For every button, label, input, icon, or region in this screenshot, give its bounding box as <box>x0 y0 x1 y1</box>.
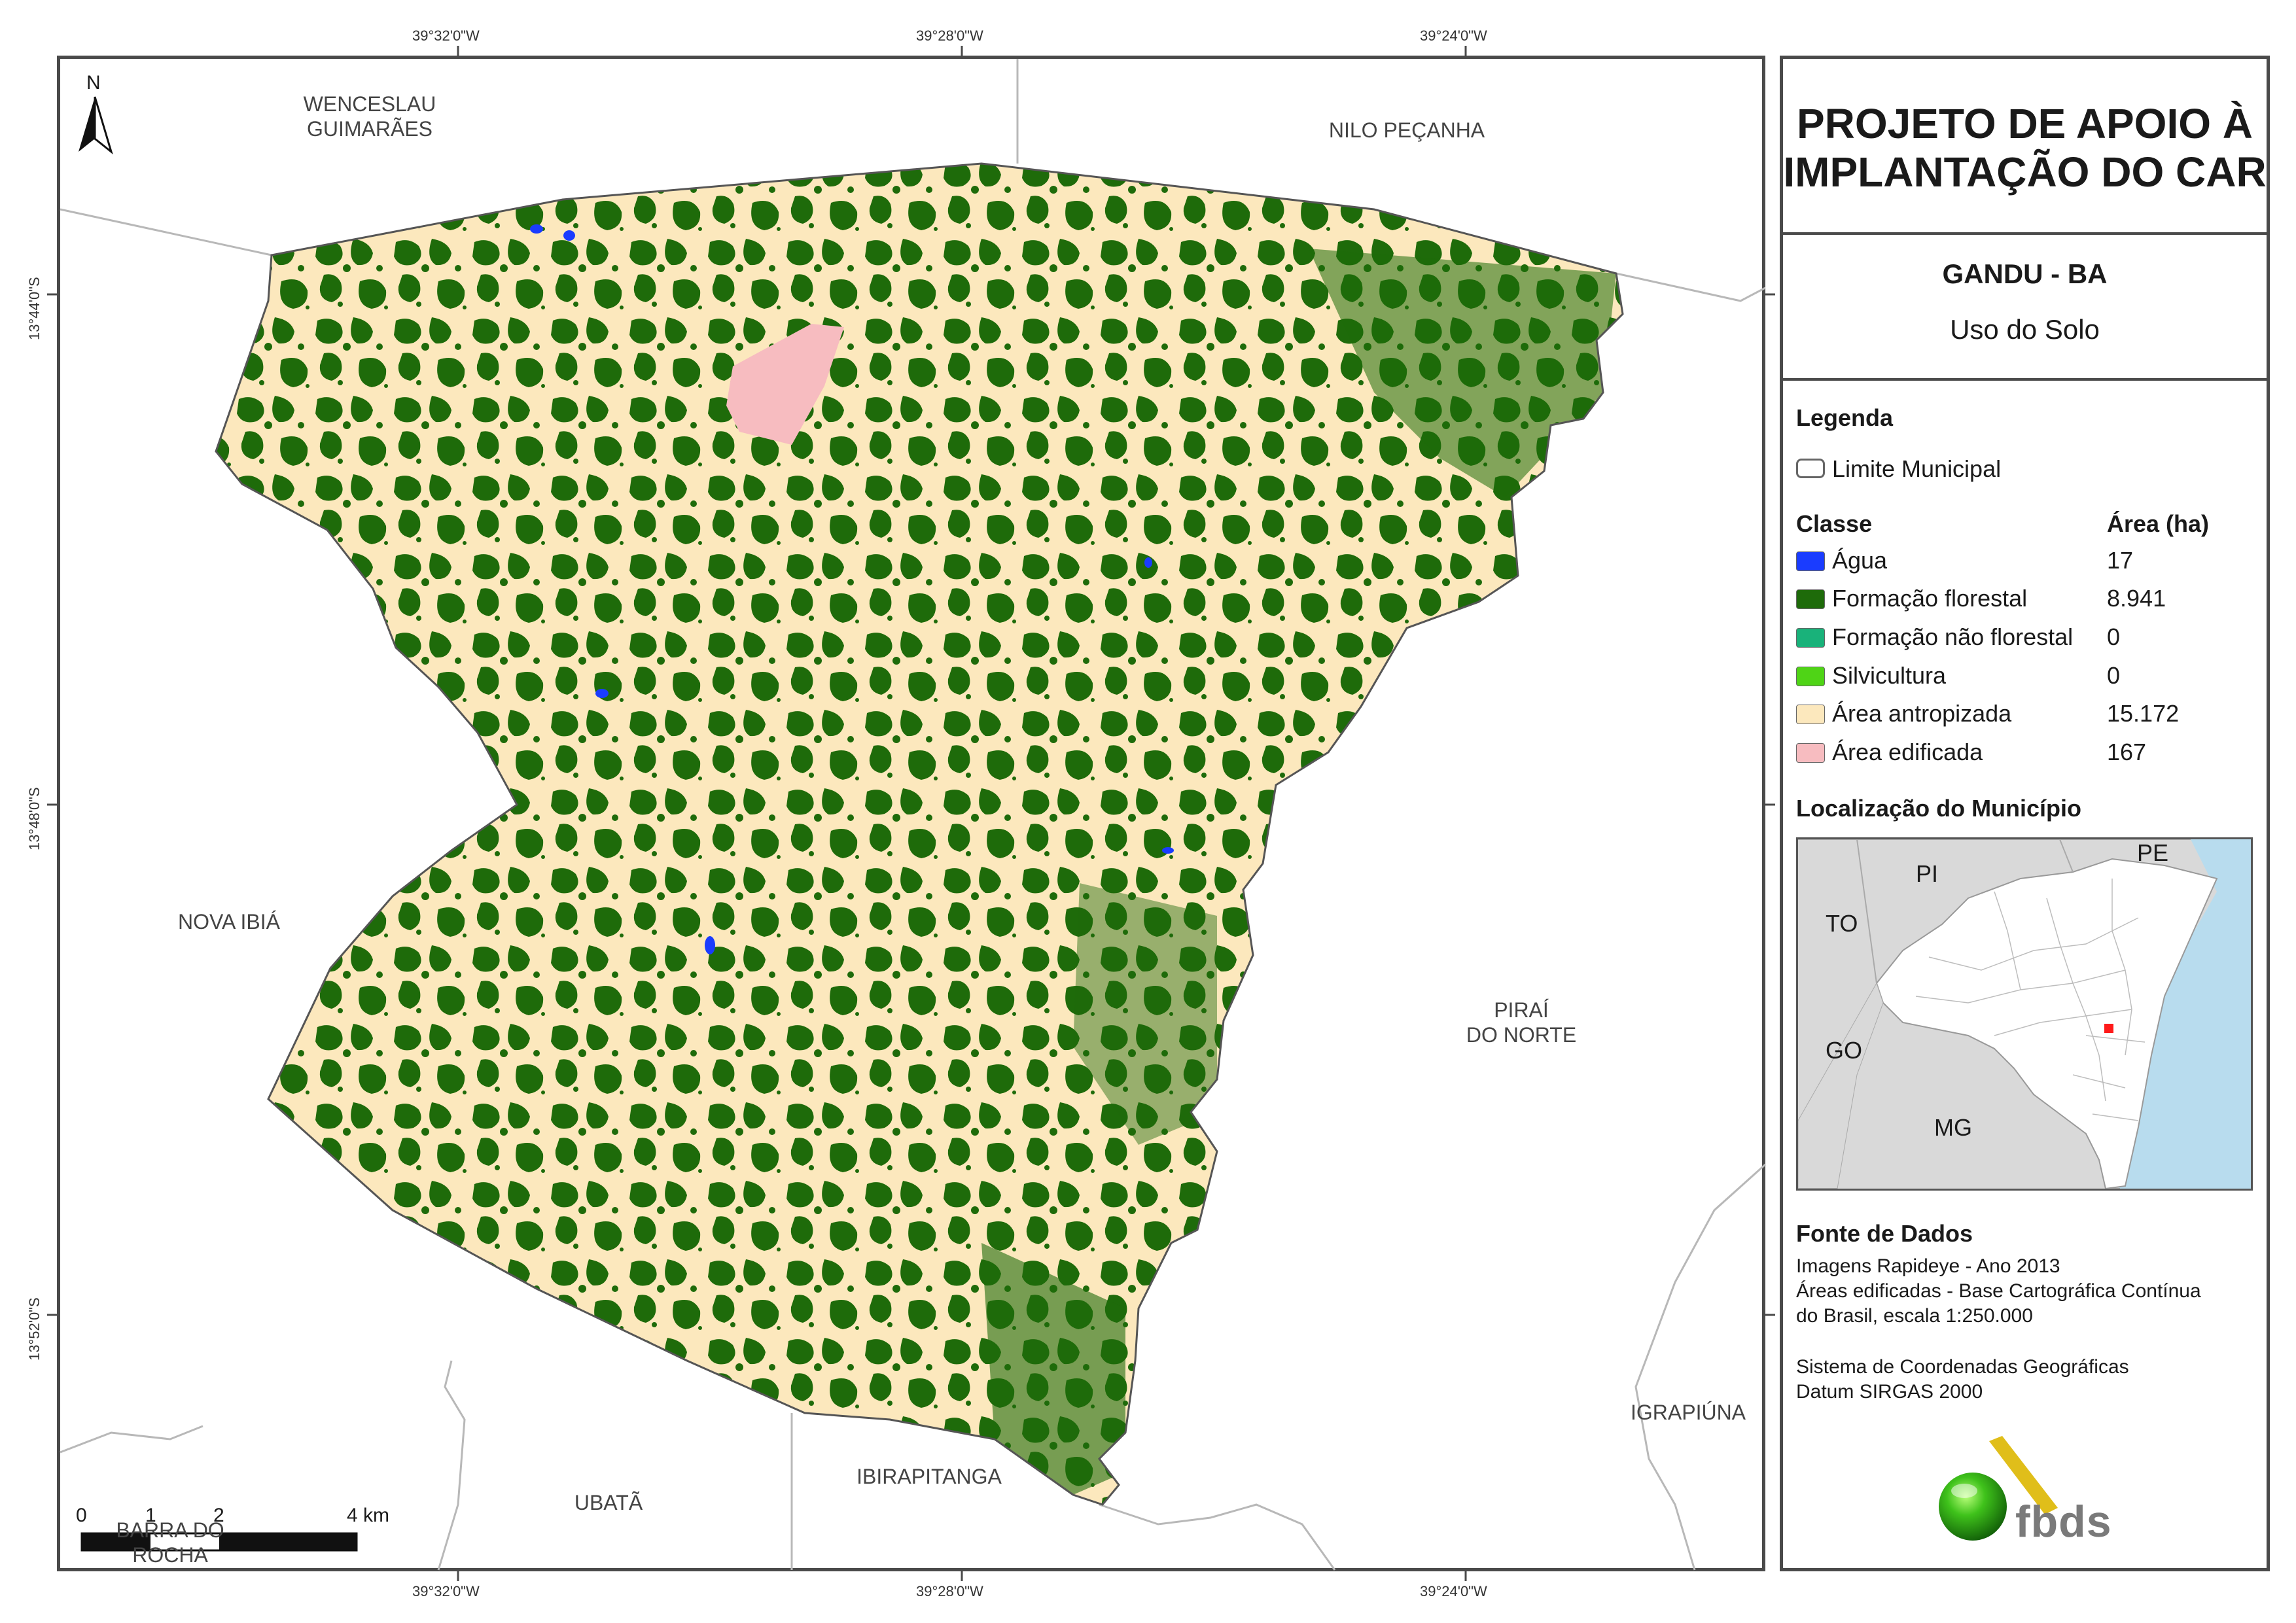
built-area-swatch <box>1796 743 1825 763</box>
fbds-logo: fbds <box>1937 1436 2127 1554</box>
lon-label-top-2: 39°28'0"W <box>916 27 983 44</box>
neighbor-nova-ibia: NOVA IBIÁ <box>178 910 280 934</box>
source-line-5: Sistema de Coordenadas Geográficas <box>1796 1356 2129 1378</box>
state-label-pe: PE <box>2137 839 2169 866</box>
municipality-location-marker <box>2104 1024 2113 1033</box>
lat-label-1: 13°44'0"S <box>26 277 43 340</box>
boundary-swatch <box>1796 459 1825 478</box>
source-line-6: Datum SIRGAS 2000 <box>1796 1381 1983 1403</box>
neighbor-ubata: UBATÃ <box>574 1491 643 1514</box>
class-label-silviculture: Silvicultura <box>1832 662 1947 689</box>
scale-tick-0: 0 <box>76 1505 87 1526</box>
forest-swatch <box>1796 589 1825 609</box>
neighbor-barra: BARRA DO ROCHA <box>116 1518 224 1567</box>
lon-label-bottom-2: 39°28'0"W <box>916 1583 983 1599</box>
class-label-forest: Formação florestal <box>1832 585 2028 612</box>
state-label-pi: PI <box>1916 860 1939 887</box>
legend-heading: Legenda <box>1796 404 1894 431</box>
source-line-3: do Brasil, escala 1:250.000 <box>1796 1305 2033 1327</box>
scale-tick-4: 4 km <box>347 1505 390 1526</box>
state-label-to: TO <box>1826 910 1858 937</box>
source-line-1: Imagens Rapideye - Ano 2013 <box>1796 1255 2060 1277</box>
neighbor-igrapiuna: IGRAPIÚNA <box>1630 1401 1746 1424</box>
class-header: Classe <box>1796 510 1873 537</box>
class-area-non-forest: 0 <box>2107 623 2121 650</box>
class-label-anthropized: Área antropizada <box>1832 700 2012 727</box>
neighbor-ibirapitanga: IBIRAPITANGA <box>857 1465 1002 1488</box>
scale-tick-1: 1 <box>145 1505 156 1526</box>
class-area-water: 17 <box>2107 547 2134 574</box>
locator-map: PI PE TO GO MG <box>1796 837 2253 1191</box>
panel-divider-2 <box>1780 378 2270 381</box>
class-label-built-area: Área edificada <box>1832 739 1983 765</box>
state-label-go: GO <box>1826 1037 1863 1064</box>
lon-label-bottom-3: 39°24'0"W <box>1420 1583 1487 1599</box>
north-label: N <box>86 72 101 94</box>
class-area-built-area: 167 <box>2107 739 2147 765</box>
neighbor-boundaries <box>60 59 1767 1571</box>
map-frame <box>57 56 1765 1571</box>
lat-label-3: 13°52'0"S <box>26 1297 43 1361</box>
neighbor-nilo: NILO PEÇANHA <box>1328 118 1485 142</box>
silviculture-swatch <box>1796 667 1825 686</box>
neighbor-wenceslau: WENCESLAU GUIMARÃES <box>303 92 436 141</box>
lon-label-top-1: 39°32'0"W <box>412 27 480 44</box>
class-label-non-forest: Formação não florestal <box>1832 623 2074 650</box>
location-heading: Localização do Município <box>1796 795 2082 822</box>
area-header: Área (ha) <box>2107 510 2210 537</box>
project-title: PROJETO DE APOIO À IMPLANTAÇÃO DO CAR <box>1783 100 2267 196</box>
state-label-mg: MG <box>1934 1114 1972 1141</box>
neighbor-pirai: PIRAÍ DO NORTE <box>1466 998 1577 1047</box>
scale-tick-2: 2 <box>213 1505 224 1526</box>
panel-divider-1 <box>1780 232 2270 235</box>
municipality-title: GANDU - BA <box>1942 258 2108 289</box>
class-area-forest: 8.941 <box>2107 585 2166 612</box>
lon-label-top-3: 39°24'0"W <box>1420 27 1487 44</box>
class-label-water: Água <box>1832 547 1888 574</box>
lon-label-bottom-1: 39°32'0"W <box>412 1583 480 1599</box>
logo-text: fbds <box>2015 1497 2112 1546</box>
non-forest-swatch <box>1796 628 1825 648</box>
source-heading: Fonte de Dados <box>1796 1220 1973 1247</box>
north-arrow-icon <box>79 96 113 155</box>
anthropized-swatch <box>1796 705 1825 724</box>
scale-bar <box>80 1532 358 1552</box>
municipal-boundary <box>215 162 1624 1506</box>
class-area-silviculture: 0 <box>2107 662 2121 689</box>
source-line-2: Áreas edificadas - Base Cartográfica Con… <box>1796 1280 2201 1302</box>
class-area-anthropized: 15.172 <box>2107 700 2180 727</box>
urban-area <box>726 324 844 445</box>
water-swatch <box>1796 551 1825 571</box>
lat-label-2: 13°48'0"S <box>26 787 43 850</box>
panel-frame <box>1780 56 2270 1571</box>
boundary-label: Limite Municipal <box>1832 455 2002 482</box>
map-subtitle: Uso do Solo <box>1950 314 2100 345</box>
